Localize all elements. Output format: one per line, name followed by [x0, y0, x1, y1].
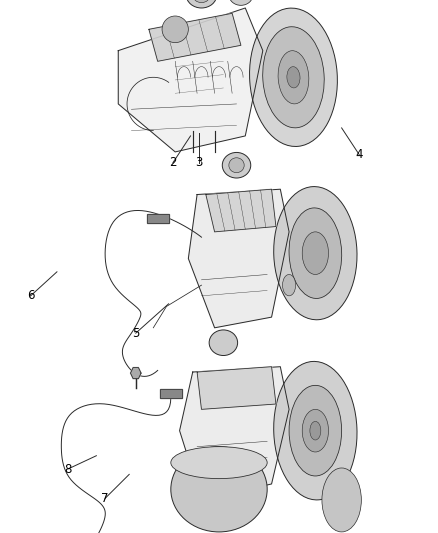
Ellipse shape [209, 330, 237, 356]
Ellipse shape [193, 0, 210, 3]
Ellipse shape [263, 27, 324, 128]
Polygon shape [206, 189, 276, 232]
Bar [160, 389, 182, 398]
Polygon shape [197, 367, 276, 409]
Ellipse shape [302, 409, 328, 452]
Ellipse shape [274, 361, 357, 500]
Text: 6: 6 [27, 289, 35, 302]
Ellipse shape [250, 8, 337, 147]
Ellipse shape [289, 385, 342, 476]
Bar [147, 214, 169, 223]
Ellipse shape [302, 232, 328, 274]
Text: 8: 8 [64, 463, 71, 475]
Ellipse shape [162, 16, 188, 43]
Ellipse shape [229, 158, 244, 173]
Ellipse shape [222, 152, 251, 178]
Text: 5: 5 [132, 327, 139, 340]
Ellipse shape [229, 0, 253, 5]
Ellipse shape [278, 51, 309, 104]
Bar [160, 389, 182, 398]
Bar [147, 214, 169, 223]
Ellipse shape [186, 0, 217, 8]
Text: 4: 4 [355, 148, 363, 161]
Ellipse shape [287, 67, 300, 88]
Polygon shape [131, 368, 141, 378]
Polygon shape [188, 189, 289, 328]
Ellipse shape [171, 447, 267, 532]
Ellipse shape [310, 421, 321, 440]
Ellipse shape [171, 447, 267, 479]
Text: 7: 7 [101, 492, 109, 505]
Polygon shape [149, 13, 241, 61]
Polygon shape [180, 367, 289, 500]
Text: 2: 2 [169, 156, 177, 169]
Polygon shape [118, 8, 263, 152]
Text: 3: 3 [196, 156, 203, 169]
Ellipse shape [283, 274, 296, 296]
Ellipse shape [322, 468, 361, 532]
Ellipse shape [274, 187, 357, 320]
Ellipse shape [289, 208, 342, 298]
